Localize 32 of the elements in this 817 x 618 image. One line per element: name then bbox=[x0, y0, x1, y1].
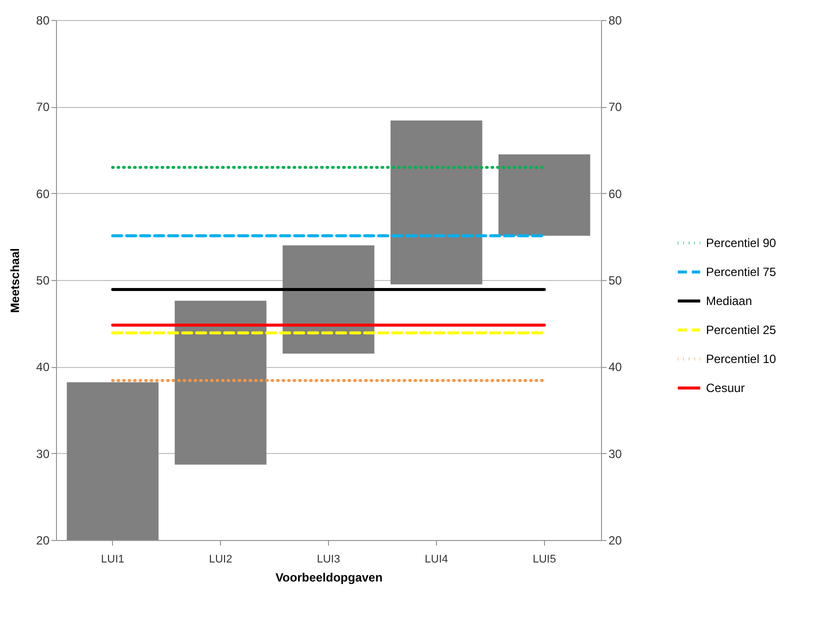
y2-tick-label: 70 bbox=[608, 100, 622, 114]
x-tick-label: LUI3 bbox=[316, 554, 340, 566]
bar bbox=[282, 245, 374, 354]
x-tick-label: LUI2 bbox=[208, 554, 232, 566]
y-tick-label: 60 bbox=[36, 186, 50, 201]
x-tick-label: LUI4 bbox=[424, 554, 448, 566]
legend-label: Percentiel 25 bbox=[706, 323, 776, 337]
y2-tick-label: 60 bbox=[608, 186, 622, 201]
y-tick-label: 40 bbox=[36, 360, 50, 374]
bar bbox=[498, 154, 590, 236]
legend-label: Cesuur bbox=[706, 381, 745, 395]
y-tick-label: 80 bbox=[36, 14, 50, 28]
y-tick-label: 30 bbox=[36, 446, 50, 461]
legend-label: Percentiel 75 bbox=[706, 265, 776, 279]
y-tick-label: 70 bbox=[36, 100, 50, 114]
y2-tick-label: 80 bbox=[608, 14, 622, 28]
bar bbox=[174, 300, 266, 465]
bar bbox=[66, 382, 159, 540]
y2-tick-label: 30 bbox=[608, 446, 622, 461]
bar bbox=[390, 120, 482, 284]
y-tick-label: 20 bbox=[36, 534, 50, 548]
y-tick-label: 50 bbox=[36, 274, 50, 288]
y2-tick-label: 40 bbox=[608, 360, 622, 374]
x-tick-label: LUI5 bbox=[532, 554, 556, 566]
y2-tick-label: 50 bbox=[608, 274, 622, 288]
x-axis-title: Voorbeeldopgaven bbox=[275, 570, 383, 584]
legend-label: Percentiel 90 bbox=[706, 236, 776, 250]
y-axis-title: Meetschaal bbox=[8, 248, 22, 313]
legend-label: Percentiel 10 bbox=[706, 352, 776, 366]
y2-tick-label: 20 bbox=[608, 534, 622, 548]
legend-label: Mediaan bbox=[706, 294, 752, 308]
x-tick-label: LUI1 bbox=[101, 554, 124, 566]
